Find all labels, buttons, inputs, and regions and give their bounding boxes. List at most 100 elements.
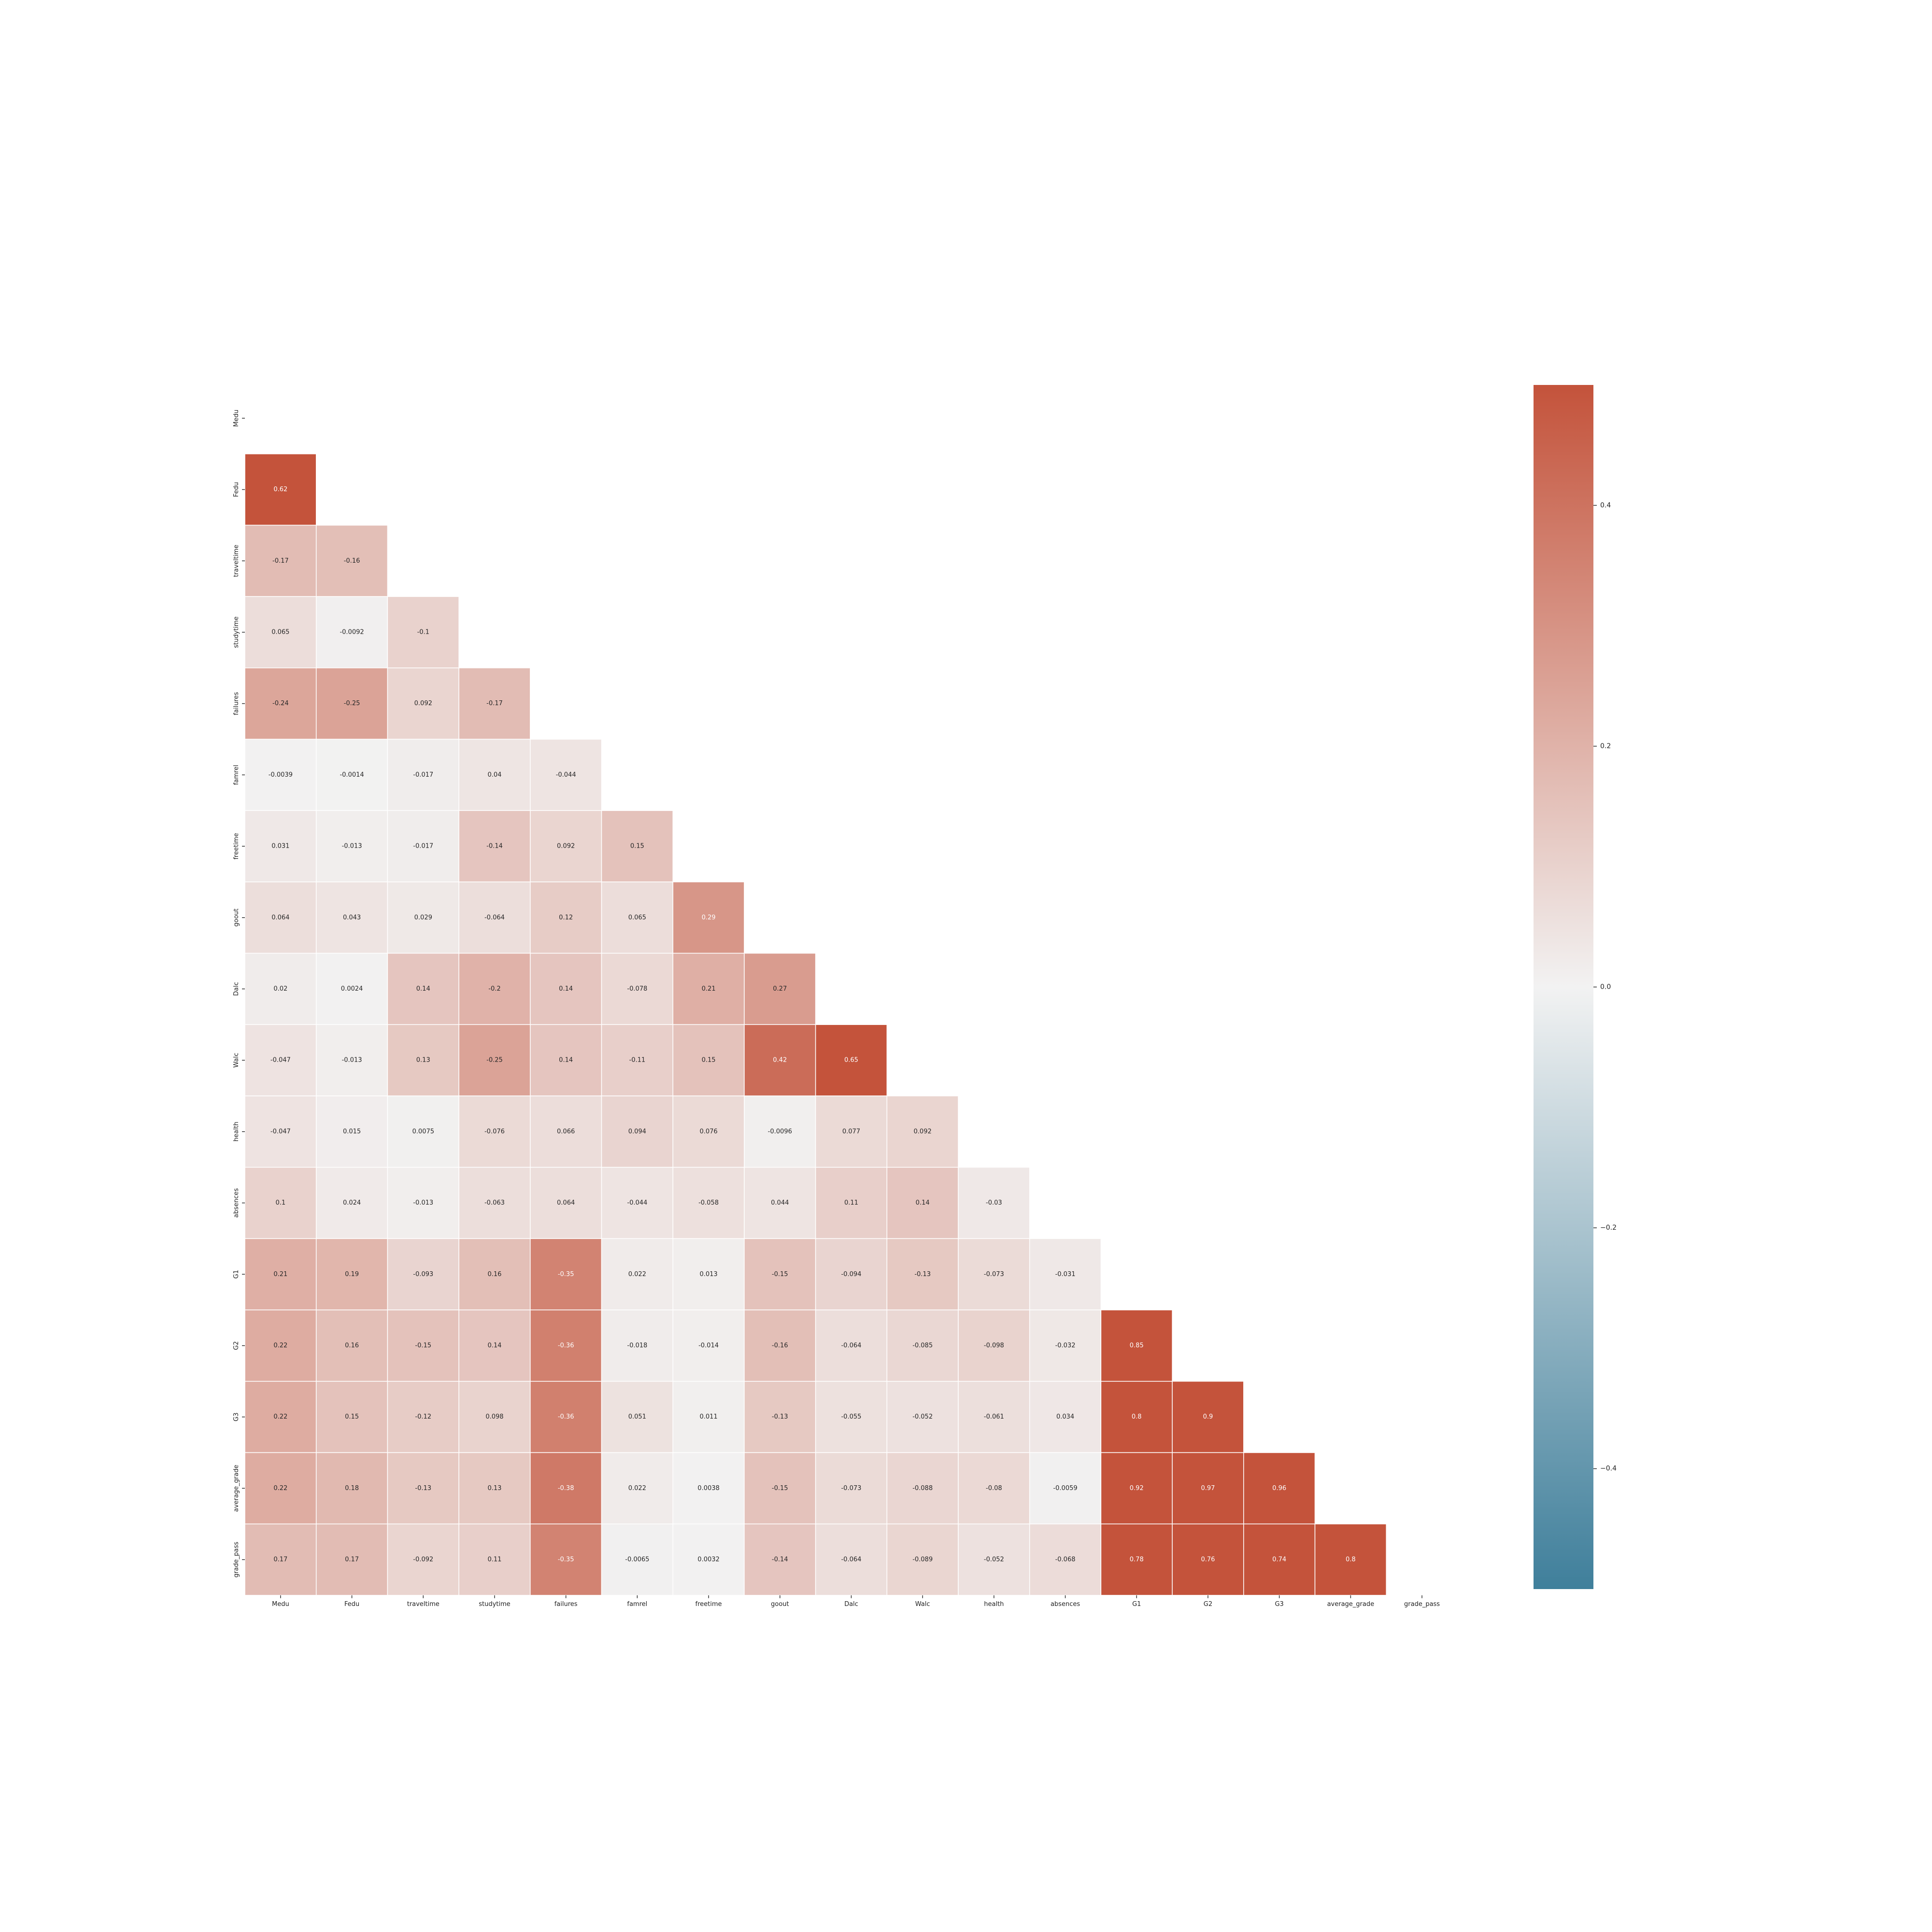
cell-value-label: -0.052 bbox=[912, 1413, 933, 1421]
heatmap-cell-Walc-Dalc bbox=[815, 1024, 888, 1096]
cell-value-label: -0.098 bbox=[984, 1342, 1004, 1349]
heatmap-cell-grade_pass-traveltime bbox=[387, 1523, 459, 1596]
heatmap-cell-grade_pass-G3 bbox=[1243, 1523, 1316, 1596]
cell-value-label: -0.16 bbox=[772, 1342, 788, 1349]
x-tick-label: Dalc bbox=[844, 1601, 858, 1608]
heatmap-cell-average_grade-Walc bbox=[886, 1452, 959, 1524]
cell-value-label: 0.22 bbox=[273, 1485, 287, 1492]
cell-value-label: 0.29 bbox=[702, 914, 716, 921]
heatmap-cell-average_grade-freetime bbox=[672, 1452, 745, 1524]
colorbar-gradient bbox=[1534, 385, 1593, 1589]
cell-value-label: -0.35 bbox=[558, 1556, 574, 1563]
cell-value-label: -0.085 bbox=[912, 1342, 933, 1349]
heatmap-cell-average_grade-G3 bbox=[1243, 1452, 1316, 1524]
cell-value-label: 0.15 bbox=[702, 1057, 716, 1064]
cell-value-label: -0.36 bbox=[558, 1413, 574, 1421]
cell-value-label: 0.098 bbox=[485, 1413, 503, 1421]
heatmap-cell-G1-famrel bbox=[601, 1238, 673, 1310]
cell-value-label: 0.65 bbox=[844, 1057, 858, 1064]
cell-value-label: -0.018 bbox=[627, 1342, 647, 1349]
heatmap-cell-average_grade-goout bbox=[744, 1452, 816, 1524]
cell-value-label: -0.17 bbox=[272, 557, 289, 565]
cell-value-label: 0.12 bbox=[559, 914, 573, 921]
heatmap-cell-G3-freetime bbox=[672, 1381, 745, 1453]
y-tick-label: freetime bbox=[233, 833, 240, 860]
cell-value-label: 0.19 bbox=[345, 1271, 359, 1278]
cell-value-label: 0.015 bbox=[343, 1128, 361, 1135]
cell-value-label: 0.077 bbox=[842, 1128, 860, 1135]
x-tick-label: Fedu bbox=[344, 1601, 359, 1608]
cell-value-label: 0.051 bbox=[628, 1413, 646, 1421]
heatmap-cells: 0.62 -0.17 -0.16 0.065 -0.0092 -0.1 -0.24 -0.25… bbox=[244, 453, 1387, 1596]
cell-value-label: 0.14 bbox=[559, 985, 573, 993]
heatmap-cell-freetime-failures bbox=[530, 810, 602, 882]
heatmap-cell-grade_pass-Medu bbox=[244, 1523, 317, 1596]
cell-value-label: 0.13 bbox=[416, 1057, 430, 1064]
heatmap-cell-grade_pass-Walc bbox=[886, 1523, 959, 1596]
heatmap-cell-health-goout bbox=[744, 1095, 816, 1168]
cell-value-label: -0.092 bbox=[413, 1556, 433, 1563]
cell-value-label: 0.15 bbox=[345, 1413, 359, 1421]
cell-value-label: -0.36 bbox=[558, 1342, 574, 1349]
cell-value-label: 0.076 bbox=[699, 1128, 717, 1135]
y-tick-label: Dalc bbox=[233, 982, 240, 996]
colorbar-tick-label: 0.2 bbox=[1600, 742, 1611, 750]
y-tick-label: grade_pass bbox=[233, 1542, 240, 1577]
heatmap-cell-average_grade-G2 bbox=[1172, 1452, 1244, 1524]
x-tick-label: absences bbox=[1051, 1601, 1080, 1608]
x-tick-label: G3 bbox=[1275, 1601, 1283, 1608]
cell-value-label: -0.063 bbox=[484, 1199, 505, 1207]
cell-value-label: -0.25 bbox=[344, 700, 360, 707]
heatmap-cell-average_grade-Dalc bbox=[815, 1452, 888, 1524]
cell-value-label: 0.034 bbox=[1056, 1413, 1074, 1421]
heatmap-cell-G3-studytime bbox=[458, 1381, 531, 1453]
cell-value-label: -0.089 bbox=[912, 1556, 933, 1563]
heatmap-cell-G3-famrel bbox=[601, 1381, 673, 1453]
y-tick-label: famrel bbox=[233, 765, 240, 785]
y-tick-label: health bbox=[233, 1122, 240, 1141]
cell-value-label: 0.043 bbox=[343, 914, 361, 921]
heatmap-cell-average_grade-failures bbox=[530, 1452, 602, 1524]
cell-value-label: -0.047 bbox=[270, 1057, 291, 1064]
heatmap-cell-grade_pass-failures bbox=[530, 1523, 602, 1596]
heatmap-cell-G2-Dalc bbox=[815, 1309, 888, 1382]
cell-value-label: 0.04 bbox=[487, 771, 501, 779]
heatmap-cell-goout-freetime bbox=[672, 881, 745, 954]
cell-value-label: 0.0032 bbox=[697, 1556, 720, 1563]
cell-value-label: 0.011 bbox=[699, 1413, 717, 1421]
cell-value-label: -0.38 bbox=[558, 1485, 574, 1492]
cell-value-label: -0.055 bbox=[841, 1413, 861, 1421]
cell-value-label: 0.064 bbox=[271, 914, 289, 921]
heatmap-cell-health-famrel bbox=[601, 1095, 673, 1168]
cell-value-label: -0.044 bbox=[556, 771, 576, 779]
heatmap-cell-traveltime-Medu bbox=[244, 525, 317, 597]
cell-value-label: -0.16 bbox=[344, 557, 360, 565]
heatmap-cell-grade_pass-G2 bbox=[1172, 1523, 1244, 1596]
y-tick-label: failures bbox=[233, 692, 240, 715]
cell-value-label: -0.12 bbox=[415, 1413, 431, 1421]
cell-value-label: 0.8 bbox=[1346, 1556, 1356, 1563]
cell-value-label: -0.17 bbox=[486, 700, 503, 707]
cell-value-label: -0.044 bbox=[627, 1199, 647, 1207]
cell-value-label: 0.42 bbox=[773, 1057, 787, 1064]
cell-value-label: -0.14 bbox=[772, 1556, 788, 1563]
cell-value-label: -0.35 bbox=[558, 1271, 574, 1278]
x-tick-label: famrel bbox=[627, 1601, 647, 1608]
cell-value-label: -0.094 bbox=[841, 1271, 861, 1278]
cell-value-label: -0.13 bbox=[415, 1485, 431, 1492]
cell-value-label: -0.14 bbox=[486, 843, 503, 850]
y-tick-label: average_grade bbox=[233, 1465, 240, 1512]
x-tick-label: traveltime bbox=[407, 1601, 440, 1608]
cell-value-label: 0.21 bbox=[273, 1271, 287, 1278]
x-tick-label: freetime bbox=[696, 1601, 722, 1608]
cell-value-label: 0.17 bbox=[345, 1556, 359, 1563]
heatmap-cell-G1-goout bbox=[744, 1238, 816, 1310]
heatmap-cell-G1-studytime bbox=[458, 1238, 531, 1310]
x-tick-label: health bbox=[984, 1601, 1004, 1608]
cell-value-label: -0.078 bbox=[627, 985, 647, 993]
heatmap-cell-grade_pass-average_grade bbox=[1314, 1523, 1387, 1596]
heatmap-cell-health-Dalc bbox=[815, 1095, 888, 1168]
colorbar-tick-label: 0.4 bbox=[1600, 501, 1611, 509]
heatmap-cell-grade_pass-Dalc bbox=[815, 1523, 888, 1596]
